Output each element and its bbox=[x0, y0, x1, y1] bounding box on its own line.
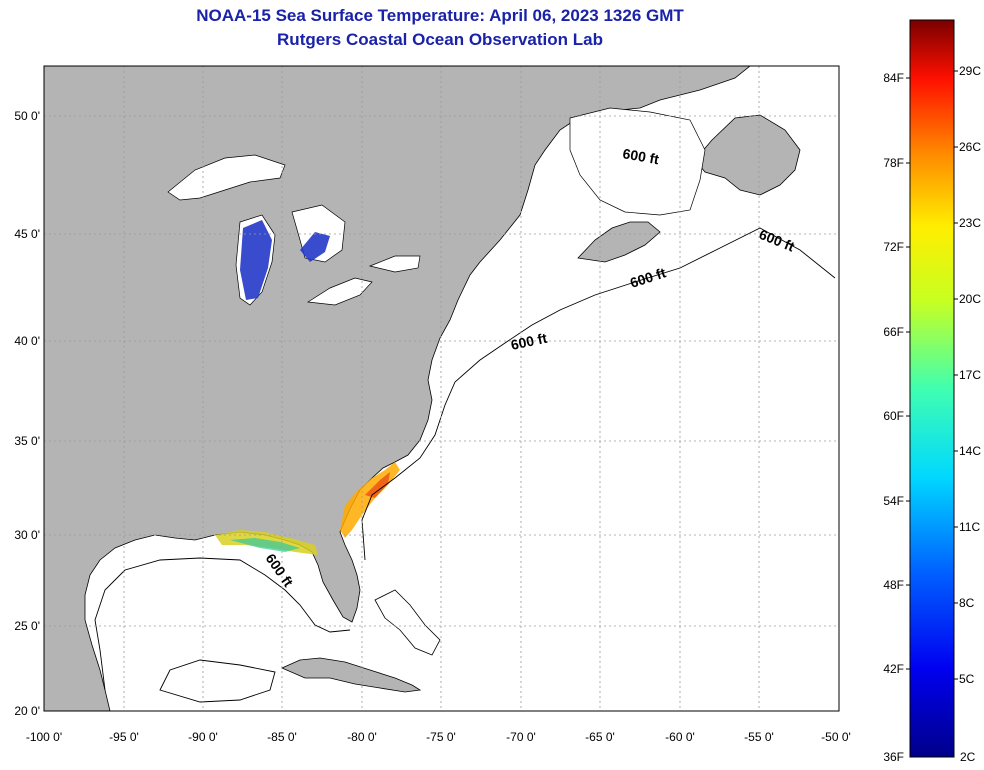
map-subtitle: Rutgers Coastal Ocean Observation Lab bbox=[277, 30, 603, 49]
colorbar-label-54f: 54F bbox=[883, 494, 904, 508]
sst-gulf-swath-cool bbox=[230, 538, 300, 552]
colorbar-label-17c: 17C bbox=[959, 368, 981, 382]
sst-lake-huron bbox=[300, 232, 330, 262]
cuba-land bbox=[281, 657, 422, 693]
colorbar-label-23c: 23C bbox=[959, 216, 981, 230]
lon-label-90: -90 0' bbox=[188, 730, 218, 744]
lon-label-70: -70 0' bbox=[506, 730, 536, 744]
lon-label-55: -55 0' bbox=[744, 730, 774, 744]
lon-label-65: -65 0' bbox=[585, 730, 615, 744]
gulf-deep-basin bbox=[159, 659, 276, 703]
colorbar-label-72f: 72F bbox=[883, 240, 904, 254]
newfoundland-land bbox=[694, 114, 801, 196]
contour-label-4: 600 ft bbox=[509, 330, 548, 353]
nova-scotia-land bbox=[577, 221, 661, 263]
lat-label-50: 50 0' bbox=[14, 109, 40, 123]
lat-label-30: 30 0' bbox=[14, 528, 40, 542]
shelf-contour-gulf bbox=[94, 557, 351, 691]
gulf-st-lawrence bbox=[569, 107, 706, 216]
colorbar-label-84f: 84F bbox=[883, 71, 904, 85]
lon-label-100: -100 0' bbox=[26, 730, 62, 744]
colorbar-label-11c: 11C bbox=[959, 520, 980, 534]
lon-label-60: -60 0' bbox=[665, 730, 695, 744]
north-america-land bbox=[44, 66, 751, 711]
lake-superior bbox=[167, 154, 286, 201]
colorbar-label-48f: 48F bbox=[883, 578, 904, 592]
lat-label-20: 20 0' bbox=[14, 704, 40, 718]
lat-label-40: 40 0' bbox=[14, 334, 40, 348]
lon-label-95: -95 0' bbox=[109, 730, 139, 744]
colorbar-label-66f: 66F bbox=[883, 325, 904, 339]
map-title: NOAA-15 Sea Surface Temperature: April 0… bbox=[196, 6, 684, 25]
colorbar-label-36f: 36F bbox=[883, 750, 904, 764]
lon-label-80: -80 0' bbox=[347, 730, 377, 744]
colorbar bbox=[909, 19, 955, 758]
sst-carolina-swath-hot bbox=[365, 472, 390, 498]
lon-label-85: -85 0' bbox=[267, 730, 297, 744]
colorbar-label-8c: 8C bbox=[959, 596, 975, 610]
shelf-contour-atlantic bbox=[361, 227, 836, 561]
colorbar-label-42f: 42F bbox=[883, 662, 904, 676]
colorbar-ticks bbox=[906, 70, 958, 680]
map-frame bbox=[43, 65, 840, 712]
colorbar-label-29c: 29C bbox=[959, 64, 981, 78]
contour-label-1: 600 ft bbox=[621, 145, 660, 167]
lake-ontario bbox=[368, 255, 421, 273]
lon-label-75: -75 0' bbox=[426, 730, 456, 744]
lat-label-25: 25 0' bbox=[14, 619, 40, 633]
lake-erie bbox=[306, 277, 373, 306]
colorbar-label-5c: 5C bbox=[959, 672, 975, 686]
colorbar-label-78f: 78F bbox=[883, 156, 904, 170]
colorbar-label-20c: 20C bbox=[959, 292, 981, 306]
colorbar-label-2c: 2C bbox=[960, 750, 976, 764]
colorbar-label-60f: 60F bbox=[883, 409, 904, 423]
lat-label-45: 45 0' bbox=[14, 227, 40, 241]
lon-label-50: -50 0' bbox=[821, 730, 851, 744]
colorbar-label-26c: 26C bbox=[959, 140, 981, 154]
lat-label-35: 35 0' bbox=[14, 434, 40, 448]
sst-lake-michigan bbox=[240, 220, 272, 300]
bahamas-banks bbox=[374, 589, 441, 656]
colorbar-label-14c: 14C bbox=[959, 444, 981, 458]
